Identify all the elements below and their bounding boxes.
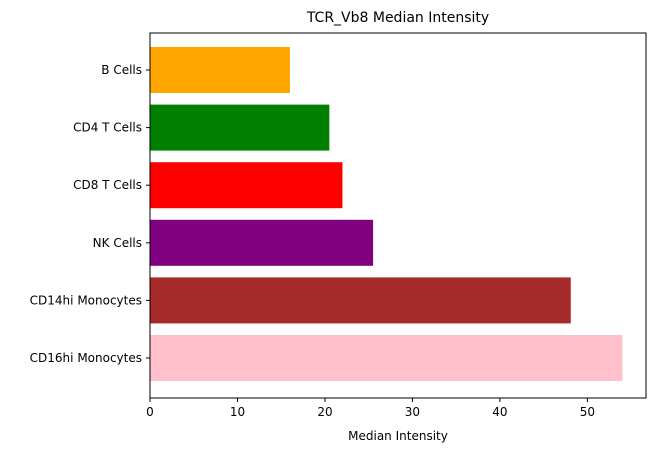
bar-cd4-t-cells [150,104,330,151]
plot-frame [149,32,647,399]
y-tick-label: CD16hi Monocytes [30,351,142,365]
x-tick-label: 40 [492,405,507,419]
y-tick-label: CD14hi Monocytes [30,293,142,307]
x-tick-label: 20 [317,405,332,419]
bar-cd16hi-monocytes [150,335,623,381]
bars-layer [150,47,623,381]
y-tick-label: CD8 T Cells [73,178,142,192]
bar-cd8-t-cells [150,162,343,209]
y-tick-label: B Cells [101,63,142,77]
x-axis-ticks: 0 10 20 30 40 50 [146,398,595,419]
x-tick-label: 0 [146,405,154,419]
y-tick-label: NK Cells [93,236,142,250]
y-axis-ticks: B Cells CD4 T Cells CD8 T Cells NK Cells CD1… [30,63,150,365]
x-tick-label: 50 [580,405,595,419]
x-tick-label: 10 [230,405,245,419]
x-axis-label: Median Intensity [348,429,448,443]
bar-cd14hi-monocytes [150,277,571,324]
bar-b-cells [150,47,290,93]
chart-title: TCR_Vb8 Median Intensity [306,10,489,26]
x-tick-label: 30 [405,405,420,419]
y-tick-label: CD4 T Cells [73,121,142,135]
bar-nk-cells [150,219,374,266]
